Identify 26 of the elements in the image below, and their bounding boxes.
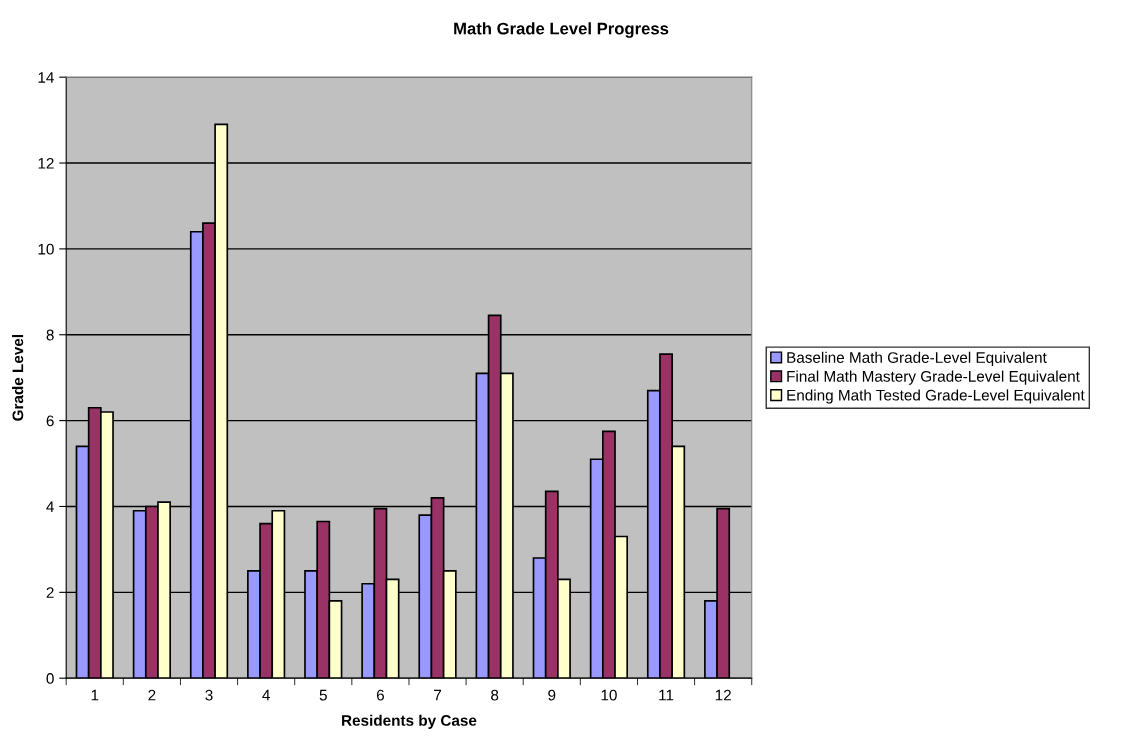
x-tick-label: 5 — [319, 689, 327, 701]
x-axis-title: Residents by Case — [342, 714, 477, 729]
x-tick-label: 10 — [601, 689, 617, 701]
legend-label: Final Math Mastery Grade-Level Equivalent — [787, 370, 1080, 385]
y-tick-label: 14 — [38, 72, 54, 83]
y-tick-label: 10 — [38, 243, 54, 255]
legend-label: Ending Math Tested Grade-Level Equivalent — [787, 389, 1085, 404]
x-tick-label: 9 — [548, 689, 556, 701]
y-tick-label: 2 — [46, 587, 54, 598]
x-tick-label: 2 — [148, 689, 156, 701]
y-tick-label: 8 — [46, 329, 54, 341]
chart-title: Math Grade Level Progress — [454, 22, 669, 38]
x-tick-label: 12 — [715, 689, 731, 701]
y-tick-label: 0 — [46, 673, 54, 684]
legend-label: Baseline Math Grade-Level Equivalent — [787, 351, 1047, 366]
x-tick-label: 6 — [376, 689, 384, 701]
x-tick-label: 3 — [205, 689, 213, 701]
y-tick-label: 4 — [46, 501, 54, 512]
x-tick-label: 8 — [491, 689, 499, 701]
x-tick-label: 4 — [262, 689, 270, 701]
x-tick-label: 11 — [659, 689, 674, 701]
y-tick-label: 6 — [46, 415, 54, 427]
y-axis-title: Grade Level — [12, 335, 24, 421]
x-tick-label: 1 — [91, 689, 99, 701]
x-tick-label: 7 — [434, 689, 442, 701]
y-tick-label: 12 — [38, 157, 54, 169]
